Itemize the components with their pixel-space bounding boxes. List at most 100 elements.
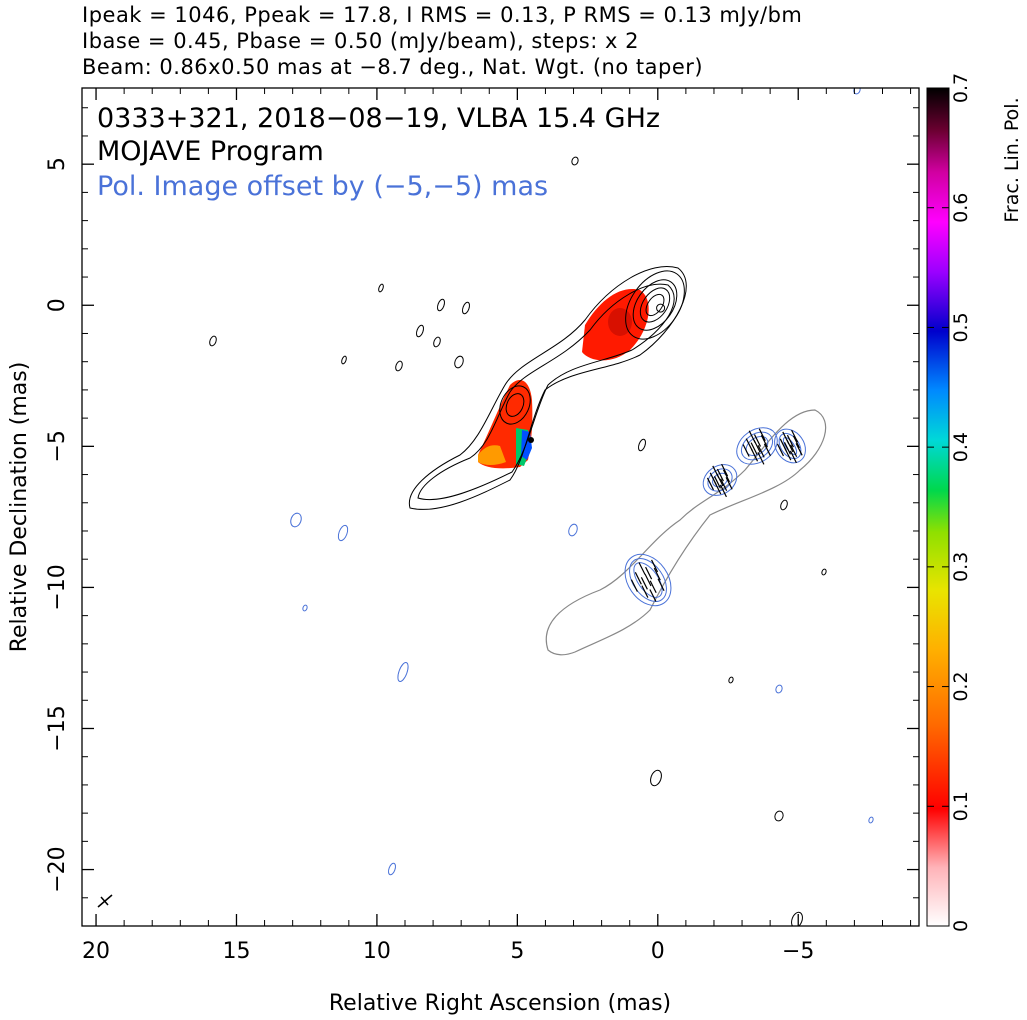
evpa-stick xyxy=(725,477,733,490)
evpa-stick xyxy=(645,566,653,580)
evpa-stick xyxy=(792,435,801,449)
noise-contour xyxy=(775,684,783,694)
evpa-stick xyxy=(757,445,765,458)
y-tick-label: 0 xyxy=(45,298,70,312)
intensity-contour-mid xyxy=(417,283,675,501)
noise-contour xyxy=(650,769,662,787)
pol-contour xyxy=(774,428,806,464)
evpa-stick xyxy=(651,559,659,573)
noise-contour xyxy=(397,662,409,682)
evpa-stick xyxy=(657,578,665,592)
plot-header: Ipeak = 1046, Ppeak = 17.8, I RMS = 0.13… xyxy=(82,2,1022,80)
x-tick-label: 5 xyxy=(510,939,524,964)
y-tick-label: −5 xyxy=(45,430,70,462)
evpa-stick xyxy=(630,579,638,592)
evpa-stick xyxy=(722,469,731,483)
pol-contour xyxy=(736,427,778,465)
x-tick-label: 20 xyxy=(82,939,110,964)
evpa-stick xyxy=(789,450,797,464)
evpa-stick xyxy=(719,484,727,498)
colorbar-tick-label: 0.6 xyxy=(950,193,972,223)
noise-contour xyxy=(433,336,441,348)
colorbar-label: Frac. Lin. Pol. xyxy=(1001,97,1023,222)
x-tick-label: −5 xyxy=(782,939,814,964)
chart-subtitle: MOJAVE Program xyxy=(97,136,324,167)
noise-contour xyxy=(337,524,349,542)
colorbar-tick-label: 0 xyxy=(950,920,972,932)
evpa-stick xyxy=(758,428,766,442)
colorbar-tick-label: 0.1 xyxy=(950,791,972,821)
intensity-contour-knot xyxy=(499,385,531,425)
noise-contour xyxy=(388,862,396,876)
noise-contour xyxy=(868,816,874,824)
noise-contour xyxy=(774,810,784,822)
pol-contour xyxy=(702,464,738,496)
evpa-stick xyxy=(790,444,798,457)
axis-ticks: 20 15 10 5 0 −5 5 0 −5 −10 −15 −20 xyxy=(45,88,919,964)
evpa-stick xyxy=(776,443,785,457)
evpa-stick xyxy=(791,429,799,443)
evpa-stick xyxy=(638,562,646,575)
colorbar-tick-label: 0.7 xyxy=(950,73,972,103)
evpa-stick xyxy=(750,442,758,455)
colorbar-tick-label: 0.5 xyxy=(950,312,972,342)
intensity-contour-outer xyxy=(408,266,687,510)
fracpol-jet-peak xyxy=(528,437,534,443)
evpa-stick xyxy=(649,589,657,602)
evpa-stick xyxy=(634,572,642,585)
beam-minor-axis xyxy=(100,896,109,906)
intensity-contour-core xyxy=(639,287,671,323)
noise-contour xyxy=(416,324,424,338)
fracpol-jet-orange xyxy=(478,445,506,465)
evpa-stick xyxy=(753,434,762,447)
noise-contour xyxy=(395,360,403,372)
noise-contour xyxy=(728,676,734,684)
x-tick-label: 0 xyxy=(651,939,665,964)
evpa-stick xyxy=(649,580,657,594)
intensity-contour-knot-inner xyxy=(505,393,525,417)
evpa-stick xyxy=(750,449,759,462)
evpa-stick xyxy=(760,435,768,448)
y-tick-label: −20 xyxy=(45,846,70,892)
image-layer xyxy=(97,76,874,926)
chart-title: 0333+321, 2018−08−19, VLBA 15.4 GHz xyxy=(97,103,660,134)
x-tick-label: 15 xyxy=(222,939,250,964)
evpa-stick xyxy=(795,443,803,456)
pol-contour xyxy=(624,553,672,607)
noise-contour xyxy=(821,568,827,576)
noise-contour xyxy=(454,355,464,369)
colorbar-ticks: 0 0.1 0.2 0.3 0.4 0.5 0.6 0.7 xyxy=(927,73,972,932)
colorbar xyxy=(926,87,950,927)
evpa-stick xyxy=(713,476,722,489)
noise-contour xyxy=(780,499,788,511)
intensity-contour-core xyxy=(645,293,665,317)
x-tick-label: 10 xyxy=(363,939,391,964)
noise-contour xyxy=(209,335,217,347)
evpa-stick xyxy=(640,577,648,590)
noise-contour xyxy=(638,438,646,452)
noise-contour xyxy=(462,301,470,315)
evpa-stick xyxy=(786,434,794,448)
evpa-stick xyxy=(720,478,728,491)
noise-contour xyxy=(571,156,579,166)
noise-contour xyxy=(460,76,469,87)
colorbar-tick-label: 0.2 xyxy=(950,671,972,701)
header-line-2: Ibase = 0.45, Pbase = 0.50 (mJy/beam), s… xyxy=(82,29,639,53)
noise-contour xyxy=(791,911,803,926)
evpa-stick xyxy=(783,442,792,455)
core-peak-contour xyxy=(656,303,666,313)
pol-offset-annotation: Pol. Image offset by (−5,−5) mas xyxy=(97,171,548,202)
noise-contour xyxy=(378,283,384,293)
noise-contour xyxy=(290,512,302,528)
noise-contour xyxy=(341,355,347,365)
evpa-stick xyxy=(653,567,661,581)
y-tick-label: 5 xyxy=(45,157,70,171)
evpa-stick xyxy=(706,477,715,491)
evpa-stick xyxy=(748,430,756,444)
evpa-stick xyxy=(757,452,765,465)
evpa-stick xyxy=(721,463,729,477)
noise-contour xyxy=(302,604,308,612)
x-axis-label: Relative Right Ascension (mas) xyxy=(329,991,671,1016)
evpa-stick xyxy=(716,468,724,482)
